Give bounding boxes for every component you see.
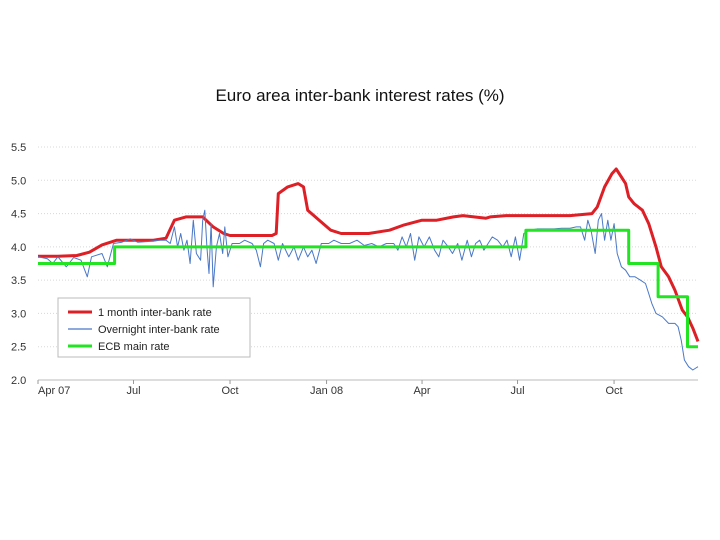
y-tick-label: 5.5 [11, 142, 26, 154]
x-tick-label: Oct [605, 385, 622, 397]
y-tick-label: 4.5 [11, 209, 26, 221]
x-tick-label: Apr 07 [38, 385, 70, 397]
chart-title: Euro area inter-bank interest rates (%) [215, 86, 505, 105]
y-tick-label: 4.0 [11, 242, 26, 254]
legend-label: ECB main rate [98, 341, 170, 353]
y-tick-label: 3.0 [11, 308, 26, 320]
x-axis-ticks: Apr 07 Jul Oct Jan 08 Apr Jul Oct [37, 380, 623, 397]
legend-label: Overnight inter-bank rate [98, 324, 220, 336]
x-tick-label: Oct [221, 385, 238, 397]
x-tick-label: Jul [126, 385, 140, 397]
legend: 1 month inter-bank rate Overnight inter-b… [57, 297, 251, 358]
series-line-3 [38, 228, 698, 349]
y-tick-label: 5.0 [11, 175, 26, 187]
series-lines [37, 167, 700, 371]
y-axis-ticks: 2.0 2.5 3.0 3.5 4.0 4.5 5.0 5.5 [11, 142, 26, 387]
y-tick-label: 2.0 [11, 375, 26, 387]
x-tick-label: Apr [413, 385, 430, 397]
legend-label: 1 month inter-bank rate [98, 307, 212, 319]
y-tick-label: 3.5 [11, 275, 26, 287]
series-line-1 [38, 167, 700, 342]
y-tick-label: 2.5 [11, 342, 26, 354]
x-tick-label: Jan 08 [310, 385, 343, 397]
x-tick-label: Jul [510, 385, 524, 397]
